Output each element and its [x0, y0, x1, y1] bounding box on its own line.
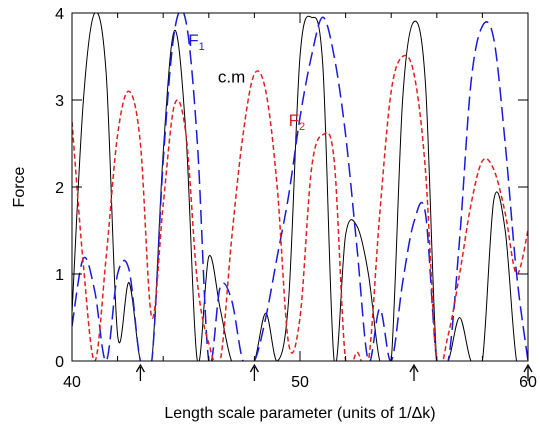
y-tick-label: 1 — [55, 267, 64, 284]
curve-label: F2 — [289, 111, 306, 133]
up-arrow-icon — [135, 363, 145, 381]
series-line-1 — [72, 13, 528, 361]
series-lines — [72, 13, 528, 361]
series-line-2 — [72, 13, 528, 361]
x-tick-label: 40 — [63, 374, 81, 391]
y-tick-label: 4 — [55, 6, 64, 23]
up-arrow-icon — [249, 363, 259, 381]
series-line-3 — [72, 54, 528, 361]
up-arrow-icon — [523, 363, 533, 381]
y-tick-label: 2 — [55, 180, 64, 197]
x-tick-label: 50 — [291, 374, 309, 391]
up-arrow-icon — [409, 363, 419, 381]
curve-annotations: F1 c.m F2 — [188, 31, 305, 133]
y-tick-label: 3 — [55, 93, 64, 110]
x-tick-label: 60 — [519, 374, 537, 391]
plot-frame — [71, 12, 529, 362]
x-markers — [135, 363, 533, 381]
x-axis-title: Length scale parameter (units of 1/Δk) — [164, 405, 435, 422]
y-axis-title: Force — [11, 166, 28, 207]
curve-label: F1 — [188, 31, 205, 53]
axis-ticks: 40 50 60 0 1 2 3 4 — [55, 6, 537, 391]
y-tick-label: 0 — [55, 354, 64, 371]
curve-label: c.m — [218, 68, 245, 87]
